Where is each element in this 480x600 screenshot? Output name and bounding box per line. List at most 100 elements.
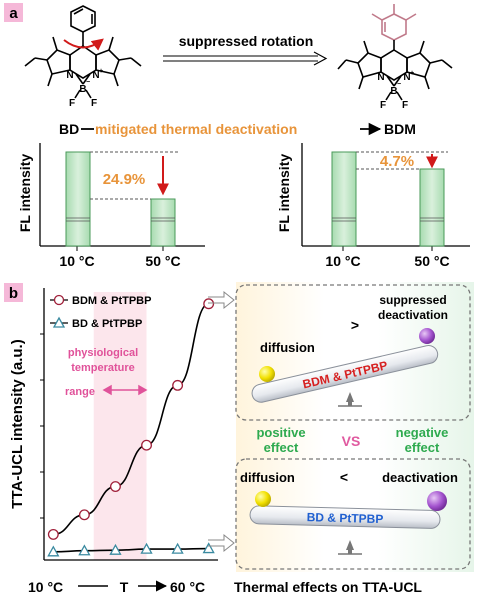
bd-f2: F [91, 98, 97, 109]
region-label-3: range [65, 386, 95, 398]
fulcrum-icon [346, 392, 354, 402]
chart-ylabel: TTA-UCL intensity (a.u.) [9, 339, 26, 508]
point-bdm-20 [78, 509, 90, 521]
bd-n1: N [66, 70, 73, 81]
bd-f1: F [69, 98, 75, 109]
bdm-pyrrole-left [357, 52, 382, 78]
bdm-b: B [390, 86, 397, 97]
panel-b-label-box [4, 283, 23, 302]
bar-bd-10c [65, 151, 91, 247]
scheme-bdm-right-2: deactivation [378, 308, 448, 322]
panel-b: b TTA-UCL intensity (a.u.) BDM & PtTPBP [4, 282, 474, 595]
tta-ucl-chart: TTA-UCL intensity (a.u.) BDM & PtTPBP BD… [9, 288, 218, 595]
point-bd-50 [171, 542, 184, 554]
scheme-bd-deactivation: deactivation [382, 470, 458, 485]
bd-plus: + [99, 68, 103, 75]
bd-atom-labels: N N B F F − + [66, 68, 103, 109]
purple-ball-icon-2 [427, 491, 447, 511]
point-bdm-30 [110, 481, 121, 492]
bar-bdm-xlabel-10: 10 °C [325, 253, 360, 269]
legend-bdm: BDM & PtTPBP [72, 295, 151, 307]
vs-label: VS [342, 433, 361, 449]
point-bdm-40 [141, 439, 152, 451]
bar-chart-bdm: FL intensity 4.7% 10 °C 50 °C [276, 143, 470, 269]
comparison-line: BD mitigated thermal deactivation BDM [59, 121, 416, 137]
point-bd-60 [202, 542, 215, 554]
bar-bd-xlabel-50: 50 °C [145, 253, 180, 269]
bdm-molecule [337, 4, 453, 101]
negative-effect-1: negative [396, 425, 449, 440]
bar-bdm-xlabel-50: 50 °C [414, 253, 449, 269]
bdm-f2: F [402, 100, 408, 111]
legend-bd: BD & PtTPBP [72, 318, 142, 330]
compare-bdm: BDM [384, 121, 416, 137]
xlabel-t: T [120, 579, 129, 595]
bd-molecule [24, 5, 142, 99]
point-bdm-60 [203, 298, 215, 310]
point-bd-20 [78, 544, 91, 556]
panel-a-label: a [9, 5, 18, 22]
point-bd-10 [47, 545, 60, 557]
compare-bd: BD [59, 121, 79, 137]
bdm-atom-labels: N N B F F − + [377, 70, 414, 111]
rotation-arrow-icon [63, 38, 104, 51]
bd-drop-value: 24.9% [103, 171, 146, 188]
scheme-bdm-operator: > [351, 317, 359, 333]
point-bdm-10 [47, 528, 59, 540]
scheme-bdm-diffusion: diffusion [260, 340, 315, 355]
pyrrole-right [95, 49, 120, 75]
bar-bdm-50c [419, 168, 445, 247]
panel-a-label-box [4, 3, 23, 22]
bdm-n2: N [403, 72, 410, 83]
bdm-f1: F [380, 100, 386, 111]
positive-effect-2: effect [264, 440, 299, 455]
physiological-range-label: physiological temperature range [65, 347, 138, 398]
range-double-arrow-icon [102, 384, 148, 396]
xlabel-60c: 60 °C [170, 579, 205, 595]
legend-marker-bd [52, 316, 66, 328]
region-label-1: physiological [68, 347, 138, 359]
physiological-range-shade [93, 292, 147, 560]
seesaw-beam-bd: BD & PtTPBP [249, 505, 441, 529]
beam-label-bd: BD & PtTPBP [306, 510, 383, 526]
bar-bdm-ylabel: FL intensity [276, 154, 292, 233]
xlabel-10c: 10 °C [28, 579, 63, 595]
bdm-plus: + [410, 70, 414, 77]
fulcrum-icon-2 [346, 540, 354, 550]
region-label-2: temperature [71, 362, 135, 374]
yellow-ball-icon-2 [255, 491, 271, 507]
rotation-transform-arrow [163, 51, 328, 66]
scheme-bdm-frame [235, 284, 471, 421]
panel-a: a N N B F [4, 3, 470, 269]
bar-bd-xlabel-10: 10 °C [59, 253, 94, 269]
bar-bd-ylabel: FL intensity [17, 154, 33, 233]
callout-top-icon [208, 290, 235, 310]
bar-bd-50c [150, 198, 176, 247]
scheme-bd-operator: < [340, 469, 348, 485]
bdm-drop-value: 4.7% [380, 153, 414, 170]
effects-comparison: positive effect VS negative effect [256, 425, 448, 455]
caption: Thermal effects on TTA-UCL [234, 579, 422, 595]
bar-chart-bd: FL intensity 24.9% 10 °C 50 °C [17, 143, 205, 269]
bd-minus: − [86, 79, 90, 86]
point-bd-30 [109, 543, 122, 555]
yellow-ball-icon [259, 366, 275, 382]
legend: BDM & PtTPBP BD & PtTPBP [50, 294, 151, 330]
bd-n2: N [92, 70, 99, 81]
positive-effect-1: positive [256, 425, 305, 440]
bdm-pyrrole-right [406, 52, 431, 78]
negative-effect-2: effect [405, 440, 440, 455]
bar-bdm-10c [331, 151, 357, 247]
bdm-n1: N [377, 72, 384, 83]
callout-bottom-icon [208, 533, 235, 553]
legend-marker-bdm [53, 294, 65, 306]
bd-b: B [79, 84, 86, 95]
scheme-bdm-right-1: suppressed [379, 293, 446, 307]
bdm-minus: − [397, 81, 401, 88]
panel-b-label: b [9, 285, 18, 302]
compare-middle: mitigated thermal deactivation [95, 121, 297, 137]
point-bdm-50 [172, 379, 184, 391]
pyrrole-left [46, 49, 71, 75]
callout-arrows [208, 290, 235, 553]
